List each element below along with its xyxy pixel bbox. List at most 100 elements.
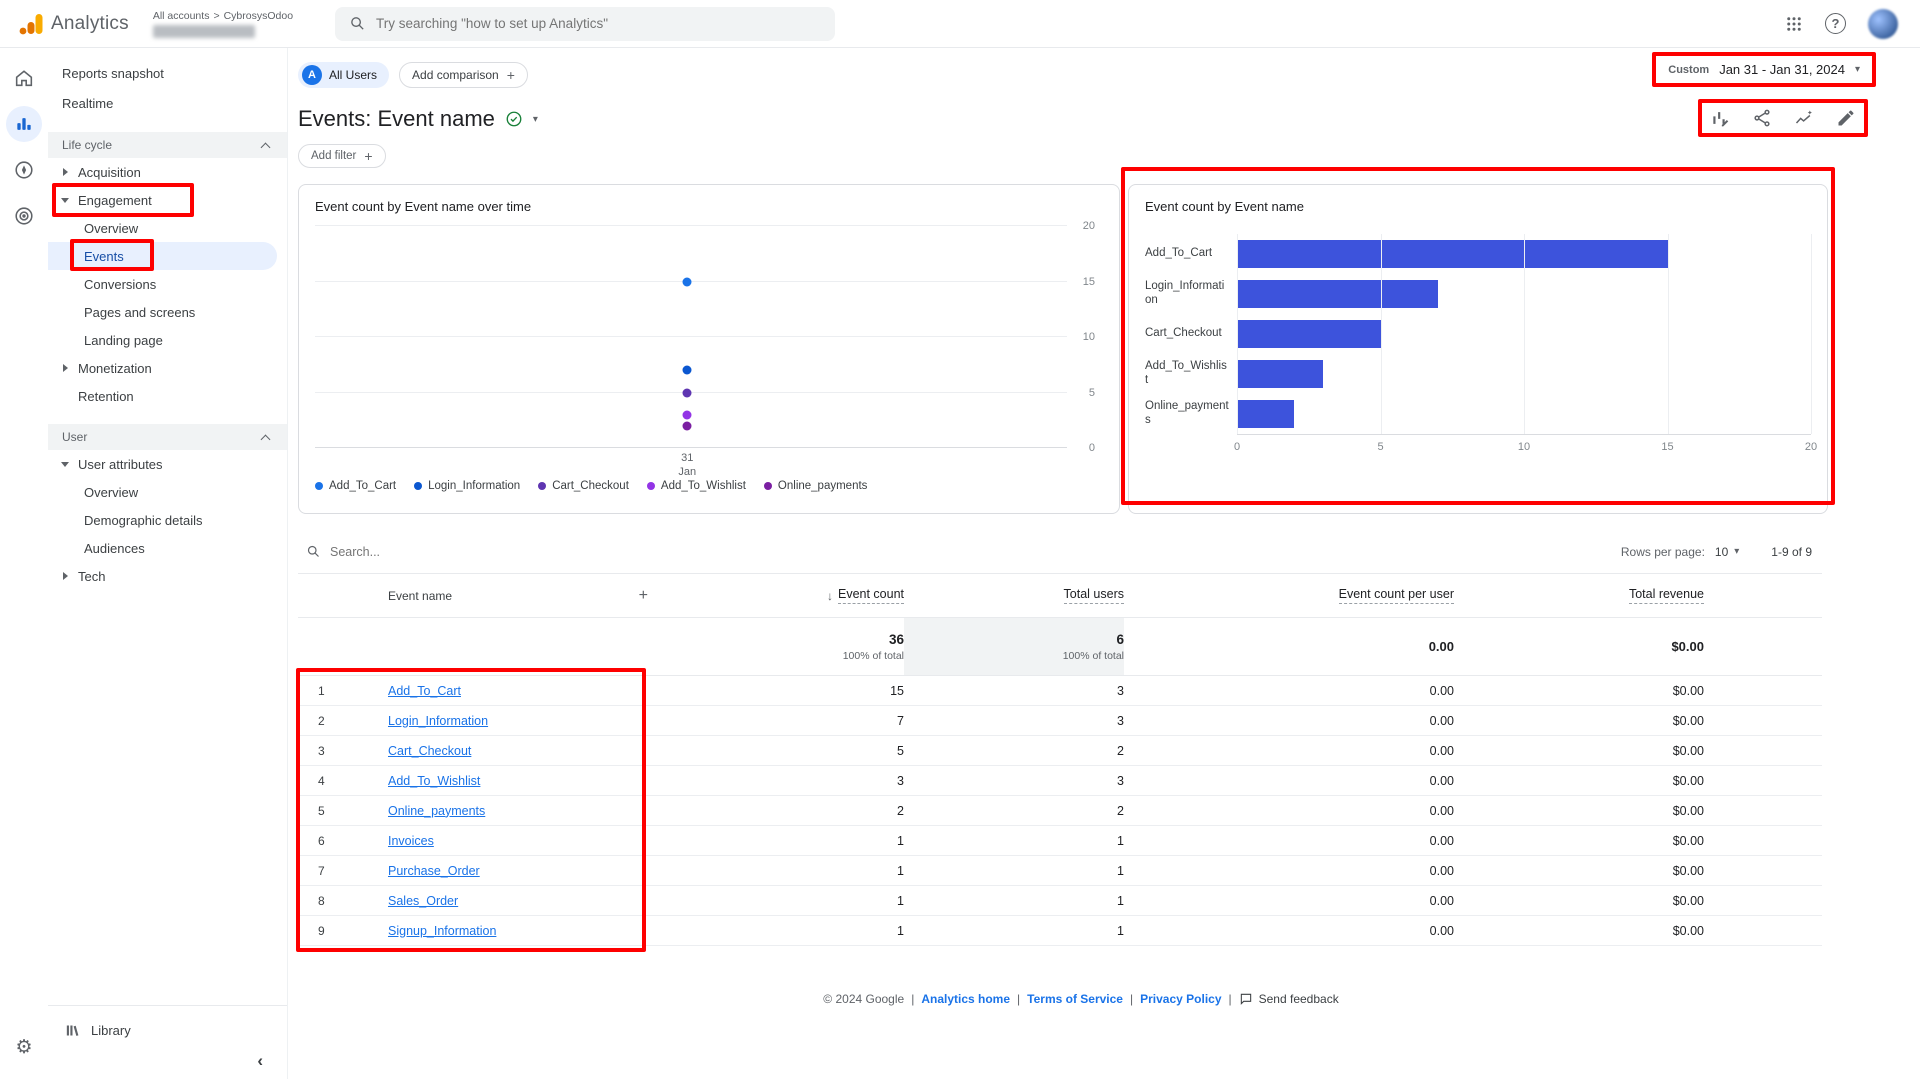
bar-chart: Add_To_Cart Login_Information Cart_Checkou… — [1145, 234, 1812, 435]
column-header-event-count-per-user[interactable]: Event count per user — [1338, 587, 1454, 604]
apps-grid-icon[interactable] — [1785, 15, 1803, 33]
edit-chart-icon[interactable] — [1710, 108, 1730, 128]
sidebar-section-life-cycle[interactable]: Life cycle — [48, 132, 287, 158]
data-quality-check-icon[interactable] — [505, 110, 523, 128]
collapse-arrow-icon[interactable] — [61, 197, 69, 203]
sidebar-collapse-button[interactable]: ‹ — [257, 1051, 263, 1070]
analytics-logo[interactable]: Analytics — [0, 12, 129, 36]
row-index: 6 — [318, 833, 325, 848]
event-name-link[interactable]: Cart_Checkout — [388, 743, 472, 758]
total-users-cell: 1 — [1117, 893, 1124, 908]
sidebar-item-monetization[interactable]: Monetization — [48, 354, 287, 382]
sidebar-item-retention[interactable]: Retention — [48, 382, 287, 410]
expand-arrow-icon[interactable] — [62, 572, 68, 580]
event-name-link[interactable]: Invoices — [388, 833, 434, 848]
table-search-input[interactable] — [330, 544, 550, 559]
sidebar-item-reports-snapshot[interactable]: Reports snapshot — [62, 65, 164, 81]
search-input[interactable] — [376, 16, 822, 31]
bar-category-label: Add_To_Cart — [1145, 247, 1213, 260]
event-count-per-user-cell: 0.00 — [1429, 893, 1454, 908]
total-users-cell: 3 — [1117, 713, 1124, 728]
sidebar-item-demographic-details[interactable]: Demographic details — [84, 512, 203, 528]
event-count-per-user-cell: 0.00 — [1429, 833, 1454, 848]
feedback-bubble-icon — [1239, 992, 1253, 1006]
column-header-event-name[interactable]: Event name — [388, 588, 453, 603]
date-range-value: Jan 31 - Jan 31, 2024 — [1719, 62, 1845, 77]
page-title: Events: Event name — [298, 106, 495, 131]
explore-icon[interactable] — [6, 152, 42, 188]
sidebar-item-overview[interactable]: Overview — [84, 220, 139, 236]
help-icon[interactable]: ? — [1825, 13, 1846, 34]
share-icon[interactable] — [1752, 108, 1772, 128]
column-header-total-revenue[interactable]: Total revenue — [1628, 587, 1704, 604]
sidebar-item-landing-page[interactable]: Landing page — [84, 332, 163, 348]
send-feedback-link[interactable]: Send feedback — [1239, 992, 1339, 1006]
event-name-link[interactable]: Purchase_Order — [388, 863, 480, 878]
settings-gear-icon[interactable]: ⚙ — [15, 1036, 33, 1058]
column-header-event-count[interactable]: Event count — [837, 587, 904, 604]
bar-x-axis: 0 5 10 15 20 — [1234, 435, 1817, 455]
terms-of-service-link[interactable]: Terms of Service — [1027, 992, 1123, 1006]
expand-arrow-icon[interactable] — [62, 364, 68, 372]
table-row: 4 Add_To_Wishlist 3 3 0.00 $0.00 — [298, 766, 1822, 796]
bar-cart-checkout — [1237, 320, 1381, 348]
sidebar-item-library[interactable]: Library — [64, 1022, 287, 1039]
breadcrumb-root[interactable]: All accounts — [152, 9, 210, 22]
total-users-cell: 3 — [1117, 683, 1124, 698]
breadcrumb-account[interactable]: CybrosysOdoo — [223, 9, 294, 22]
add-column-icon[interactable]: + — [638, 586, 648, 604]
insights-icon[interactable] — [1794, 108, 1814, 128]
gridline — [1667, 234, 1669, 434]
privacy-policy-link[interactable]: Privacy Policy — [1140, 992, 1222, 1006]
sidebar-item-events[interactable]: Events — [48, 242, 277, 270]
event-count-cell: 1 — [897, 863, 904, 878]
date-range-picker[interactable]: Custom Jan 31 - Jan 31, 2024 ▾ — [1652, 52, 1876, 87]
advertising-icon[interactable] — [6, 198, 42, 234]
account-breadcrumb[interactable]: All accounts > CybrosysOdoo — [152, 9, 294, 38]
table-search[interactable] — [306, 544, 606, 559]
legend-label: Add_To_Cart — [329, 480, 397, 492]
total-users-cell: 3 — [1117, 773, 1124, 788]
legend-item: Online_payments — [763, 480, 867, 492]
title-dropdown-caret[interactable]: ▾ — [532, 113, 538, 125]
y-axis-tick-label: 10 — [1082, 331, 1095, 343]
legend-label: Login_Information — [428, 480, 521, 492]
all-users-chip[interactable]: A All Users — [298, 62, 390, 88]
event-name-link[interactable]: Online_payments — [388, 803, 486, 818]
sidebar-item-conversions[interactable]: Conversions — [84, 276, 157, 292]
search-bar[interactable] — [335, 6, 836, 41]
sidebar-item-overview[interactable]: Overview — [84, 484, 139, 500]
user-avatar[interactable] — [1868, 8, 1898, 39]
rows-per-page-select[interactable]: 10 ▾ — [1715, 545, 1739, 559]
event-name-link[interactable]: Login_Information — [388, 713, 489, 728]
sidebar-item-audiences[interactable]: Audiences — [84, 540, 145, 556]
event-count-cell: 5 — [897, 743, 904, 758]
sidebar-item-realtime[interactable]: Realtime — [62, 95, 114, 111]
collapse-arrow-icon[interactable] — [61, 461, 69, 467]
expand-arrow-icon[interactable] — [62, 168, 68, 176]
reports-icon[interactable] — [6, 106, 42, 142]
topbar: Analytics All accounts > CybrosysOdoo ? — [0, 0, 1920, 48]
analytics-home-link[interactable]: Analytics home — [921, 992, 1011, 1006]
totals-total-users: 6 100% of total — [1062, 631, 1124, 662]
sidebar-item-pages-and-screens[interactable]: Pages and screens — [84, 304, 196, 320]
y-axis-tick-label: 0 — [1088, 442, 1095, 454]
column-header-total-users[interactable]: Total users — [1063, 587, 1124, 604]
home-icon[interactable] — [6, 60, 42, 96]
sidebar-item-engagement[interactable]: Engagement — [48, 186, 287, 214]
event-name-link[interactable]: Sales_Order — [388, 893, 459, 908]
edit-pencil-icon[interactable] — [1836, 108, 1856, 128]
sidebar-section-user[interactable]: User — [48, 424, 287, 450]
add-comparison-chip[interactable]: Add comparison + — [399, 62, 528, 88]
event-count-per-user-cell: 0.00 — [1429, 773, 1454, 788]
add-filter-chip[interactable]: Add filter + — [298, 144, 386, 168]
sidebar-item-tech[interactable]: Tech — [48, 562, 287, 590]
sidebar-item-acquisition[interactable]: Acquisition — [48, 158, 287, 186]
event-name-link[interactable]: Add_To_Wishlist — [388, 773, 481, 788]
event-count-per-user-cell: 0.00 — [1429, 803, 1454, 818]
sort-descending-icon[interactable]: ↓ — [826, 588, 833, 603]
event-name-link[interactable]: Add_To_Cart — [388, 683, 461, 698]
event-name-link[interactable]: Signup_Information — [388, 923, 497, 938]
sidebar-item-user-attributes[interactable]: User attributes — [48, 450, 287, 478]
event-count-cell: 7 — [897, 713, 904, 728]
